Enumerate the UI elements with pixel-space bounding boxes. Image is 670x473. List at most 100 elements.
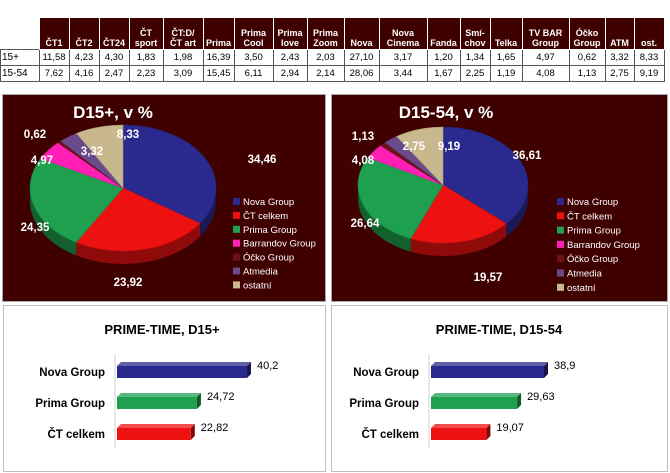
- table-cell: 8,33: [633, 49, 665, 66]
- pie-slice-prima-group: [29, 158, 124, 243]
- legend-label: Barrandov Group: [567, 240, 640, 251]
- table-cell: 11,58: [38, 49, 70, 66]
- bar-end-face: [190, 424, 195, 440]
- pie-chart-d15-54: D15-54, v % 36,61 19,57 26,64 4,08 1,13 2,75 9,…: [351, 103, 640, 294]
- audience-share-table: ČT1 ČT2 ČT24 ČT sport ČT:D/ ČT art Prima Prima…: [0, 17, 665, 82]
- legend: Nova Group ČT celkem Prima Group Barrandov …: [557, 197, 640, 294]
- table-cell: 1,67: [426, 65, 461, 82]
- table-cell: 3,44: [378, 65, 428, 82]
- pie-side-group: [358, 185, 528, 256]
- legend-label: Prima Group: [243, 225, 297, 236]
- table-corner: [0, 17, 39, 50]
- pie-side-prima-group: [358, 185, 411, 252]
- column-header: Smí- chov: [459, 17, 491, 50]
- pie-chart-d15plus-panel: D15+, v % 34,46 23,92 24,35 4,97 0,62 3,32 8,33…: [2, 94, 326, 302]
- bar-end-face: [196, 393, 201, 409]
- pie-slice-ostatni: [75, 124, 124, 189]
- value-label: 38,9: [554, 360, 575, 372]
- table-cell: 2,03: [306, 49, 345, 66]
- table-cell: 1,19: [489, 65, 523, 82]
- bar-chart-primetime-d15plus: PRIME-TIME, D15+ Nova Group 40,2 Prima Grou…: [35, 322, 278, 448]
- pie-slice-prima-group: [357, 157, 444, 240]
- bar-ct-celkem: [431, 428, 487, 440]
- bar-end-face: [544, 362, 548, 378]
- legend-label: Nova Group: [243, 197, 294, 208]
- bar-chart-title: PRIME-TIME, D15+: [104, 322, 220, 337]
- table-cell: 7,62: [38, 65, 70, 82]
- pie-side-nova-group: [200, 188, 216, 237]
- legend-swatch: [233, 225, 240, 233]
- table-cell: 0,62: [568, 49, 606, 66]
- pie-side-prima-group: [30, 188, 77, 256]
- table-cell: 28,06: [343, 65, 380, 82]
- table-cell: 2,47: [98, 65, 130, 82]
- value-label: 19,07: [496, 422, 524, 434]
- bar-nova-group: [431, 366, 544, 378]
- legend-label: ČT celkem: [567, 211, 612, 222]
- bar-top-face: [117, 393, 201, 397]
- pie-slice-ostatni: [396, 126, 444, 186]
- legend-swatch: [557, 255, 564, 263]
- column-header: ČT sport: [128, 17, 164, 50]
- legend-swatch: [557, 198, 564, 205]
- value-label: 24,72: [207, 391, 235, 403]
- pie-side-nova-group: [506, 185, 528, 237]
- legend-swatch: [233, 211, 240, 219]
- column-header: ost.: [633, 17, 665, 50]
- table-cell: 27,10: [343, 49, 380, 66]
- table-cell: 9,19: [633, 65, 665, 82]
- bar-top-face: [431, 424, 491, 428]
- bar-chart-primetime-d15-54-panel: PRIME-TIME, D15-54 Nova Group 38,9 Prima Gr…: [331, 305, 668, 472]
- table-cell: 3,17: [378, 49, 428, 66]
- category-label: ČT celkem: [47, 428, 105, 441]
- bar-ct-celkem: [117, 428, 191, 440]
- bar-prima-group: [117, 397, 197, 409]
- legend: Nova Group ČT celkem Prima Group Barrandov …: [233, 197, 316, 291]
- table-cell: 15,45: [202, 65, 235, 82]
- value-label: 40,2: [257, 360, 278, 372]
- legend-label: ostatní: [243, 280, 272, 291]
- legend-label: Óčko Group: [243, 253, 294, 264]
- value-label: 29,63: [527, 391, 555, 403]
- table-cell: 1,65: [489, 49, 523, 66]
- column-header: Prima: [202, 17, 235, 50]
- bar-top-face: [431, 362, 548, 366]
- bar-chart-primetime-d15-54: PRIME-TIME, D15-54 Nova Group 38,9 Prima Gr…: [349, 322, 575, 448]
- bar-prima-group: [431, 397, 518, 409]
- data-label: 4,08: [352, 155, 375, 167]
- bar-end-face: [247, 362, 251, 378]
- table-cell: 4,23: [68, 49, 100, 66]
- data-label: 0,62: [24, 129, 46, 141]
- column-header: Prima Cool: [233, 17, 274, 50]
- table-cell: 4,30: [98, 49, 130, 66]
- legend-swatch: [557, 269, 564, 277]
- legend-swatch: [557, 240, 564, 248]
- data-label: 26,64: [351, 218, 380, 230]
- table-cell: 4,08: [521, 65, 570, 82]
- column-header: Telka: [489, 17, 523, 50]
- data-label: 9,19: [438, 141, 460, 153]
- category-label: Prima Group: [349, 398, 419, 410]
- legend-label: Atmedia: [243, 267, 279, 278]
- column-header: ČT2: [68, 17, 100, 50]
- row-label: 15-54: [0, 65, 40, 82]
- legend-label: ČT celkem: [243, 211, 288, 222]
- bar-chart-primetime-d15plus-panel: PRIME-TIME, D15+ Nova Group 40,2 Prima Grou…: [3, 305, 326, 472]
- pie-chart-d15-54-panel: D15-54, v % 36,61 19,57 26,64 4,08 1,13 2,75 9,…: [331, 94, 668, 302]
- table-cell: 3,09: [162, 65, 204, 82]
- legend-label: ostatní: [567, 283, 596, 294]
- table-cell: 4,97: [521, 49, 570, 66]
- bar-nova-group: [117, 366, 247, 378]
- legend-swatch: [233, 253, 240, 261]
- table-row: 15+ 11,58 4,23 4,30 1,83 1,98 16,39 3,50 2,43 2,0…: [0, 49, 665, 66]
- column-header: ČT24: [98, 17, 130, 50]
- pie-side-ct-celkem: [410, 223, 507, 256]
- table-cell: 2,23: [128, 65, 164, 82]
- data-label: 1,13: [352, 131, 374, 143]
- table-row: 15-54 7,62 4,16 2,47 2,23 3,09 15,45 6,11 2,94 2,…: [0, 65, 665, 82]
- legend-swatch: [233, 198, 240, 205]
- bar-end-face: [486, 424, 491, 440]
- legend-swatch: [233, 239, 240, 247]
- pie-slice-nova-group: [122, 124, 217, 224]
- pie-side-ct-celkem: [76, 223, 200, 264]
